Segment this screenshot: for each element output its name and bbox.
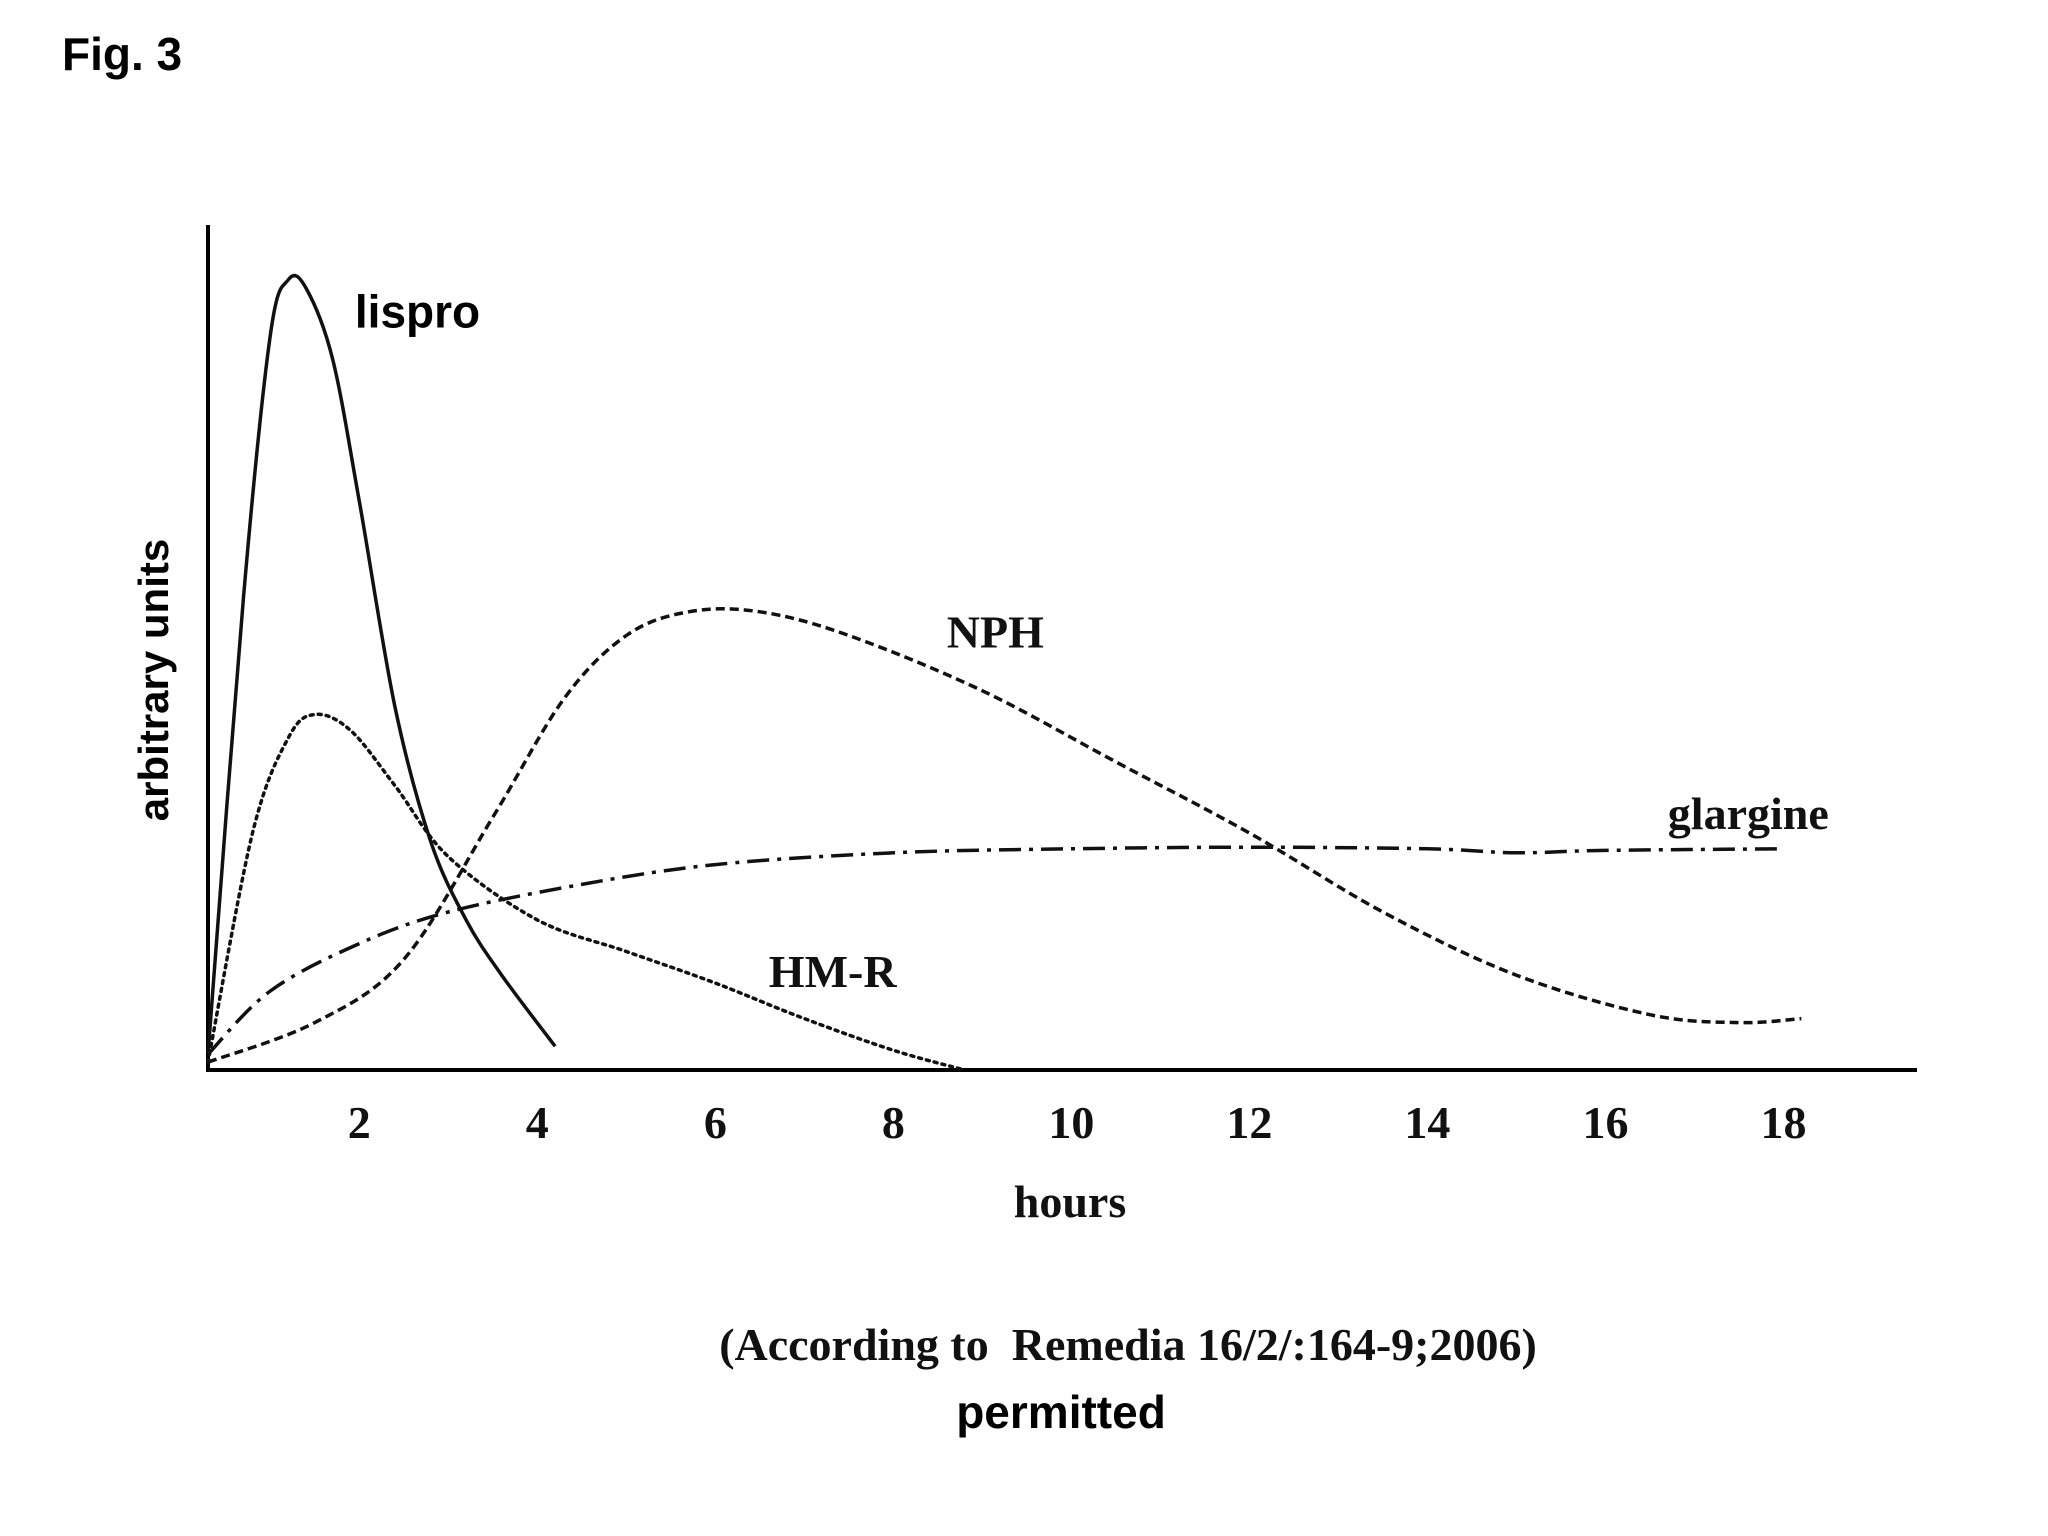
x-tick-label: 4 <box>526 1097 549 1148</box>
x-tick-label: 10 <box>1048 1097 1094 1148</box>
chart-plot-area: lispro HM-R NPH glargine 2 4 6 8 10 12 14 16 18 <box>206 225 1917 1148</box>
x-tick-label: 18 <box>1761 1097 1807 1148</box>
x-axis-label: hours <box>1014 1176 1126 1227</box>
source-note: (According to Remedia 16/2/:164-9;2006) <box>719 1319 1537 1370</box>
footer-note: permitted <box>956 1386 1166 1438</box>
x-tick-label: 8 <box>882 1097 905 1148</box>
x-tick-labels: 2 4 6 8 10 12 14 16 18 <box>348 1097 1807 1148</box>
series-label-glargine: glargine <box>1668 788 1829 839</box>
series-labels: lispro HM-R NPH glargine <box>355 285 1829 997</box>
series-line-nph <box>207 607 1802 1064</box>
x-tick-label: 12 <box>1226 1097 1272 1148</box>
x-tick-label: 6 <box>704 1097 727 1148</box>
series-layer <box>206 273 1802 1072</box>
y-axis-label: arbitrary units <box>130 539 177 821</box>
series-label-lispro: lispro <box>355 285 480 337</box>
series-line-glargine <box>206 845 1784 1056</box>
x-tick-label: 2 <box>348 1097 371 1148</box>
series-label-nph: NPH <box>947 606 1044 657</box>
x-tick-label: 16 <box>1583 1097 1629 1148</box>
x-tick-label: 14 <box>1404 1097 1450 1148</box>
series-line-hm-r <box>206 712 967 1072</box>
figure-label: Fig. 3 <box>62 28 182 80</box>
series-line-lispro <box>206 273 557 1055</box>
series-label-hm-r: HM-R <box>769 946 898 997</box>
